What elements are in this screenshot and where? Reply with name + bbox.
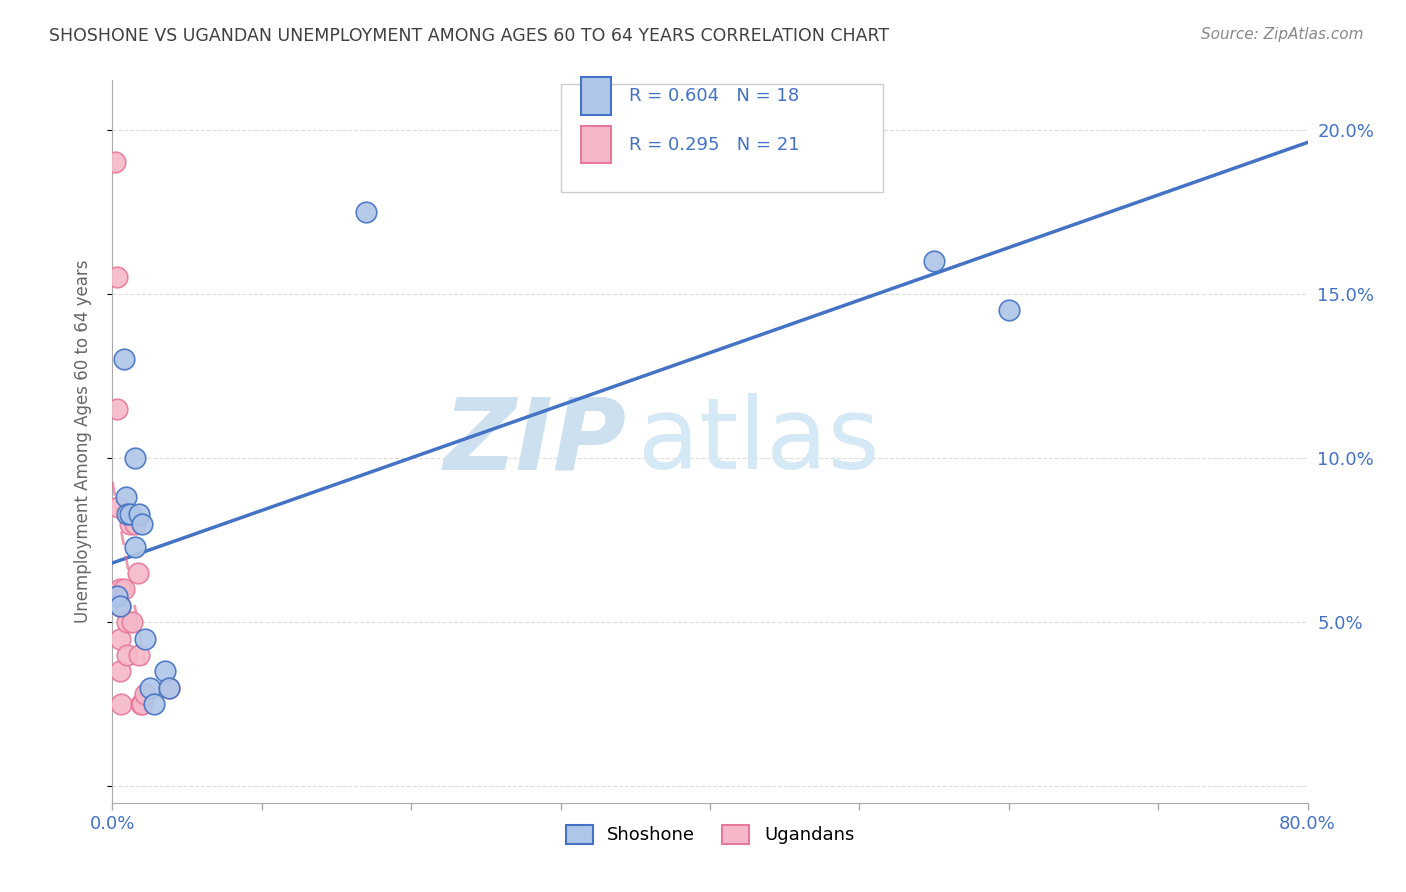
Point <box>129 698 152 712</box>
Text: atlas: atlas <box>638 393 880 490</box>
Point <box>124 516 146 531</box>
Point <box>105 270 128 285</box>
FancyBboxPatch shape <box>561 84 883 193</box>
Point <box>998 303 1021 318</box>
Point <box>120 516 142 531</box>
Text: ZIP: ZIP <box>443 393 627 490</box>
Text: R = 0.295   N = 21: R = 0.295 N = 21 <box>628 136 800 153</box>
Point <box>117 648 139 662</box>
Point <box>117 615 139 630</box>
Point <box>131 698 153 712</box>
Point <box>107 500 129 515</box>
Point <box>108 599 131 613</box>
Point <box>105 401 128 416</box>
Point <box>121 615 143 630</box>
Point <box>139 681 162 695</box>
Point <box>104 155 127 169</box>
Point <box>356 204 378 219</box>
Point <box>157 681 180 695</box>
Point <box>110 698 132 712</box>
Point <box>134 632 156 646</box>
Point <box>143 698 166 712</box>
Point <box>108 665 131 679</box>
Point <box>114 582 135 597</box>
Point <box>124 450 146 465</box>
Y-axis label: Unemployment Among Ages 60 to 64 years: Unemployment Among Ages 60 to 64 years <box>73 260 91 624</box>
Point <box>128 507 150 521</box>
Point <box>108 632 131 646</box>
Text: SHOSHONE VS UGANDAN UNEMPLOYMENT AMONG AGES 60 TO 64 YEARS CORRELATION CHART: SHOSHONE VS UGANDAN UNEMPLOYMENT AMONG A… <box>49 27 890 45</box>
Bar <box>581 78 610 115</box>
Bar <box>581 126 610 163</box>
Point <box>131 516 153 531</box>
Text: Source: ZipAtlas.com: Source: ZipAtlas.com <box>1201 27 1364 42</box>
Point <box>128 648 150 662</box>
Point <box>153 665 176 679</box>
Point <box>117 507 139 521</box>
Point <box>124 540 146 554</box>
Point <box>127 566 149 580</box>
Point <box>115 491 138 505</box>
Legend: Shoshone, Ugandans: Shoshone, Ugandans <box>558 818 862 852</box>
Text: R = 0.604   N = 18: R = 0.604 N = 18 <box>628 87 799 105</box>
Point <box>108 582 131 597</box>
Point <box>120 507 142 521</box>
Point <box>157 681 180 695</box>
Point <box>108 599 131 613</box>
Point <box>134 687 156 701</box>
Point <box>105 589 128 603</box>
Point <box>922 253 945 268</box>
Point <box>114 352 135 367</box>
